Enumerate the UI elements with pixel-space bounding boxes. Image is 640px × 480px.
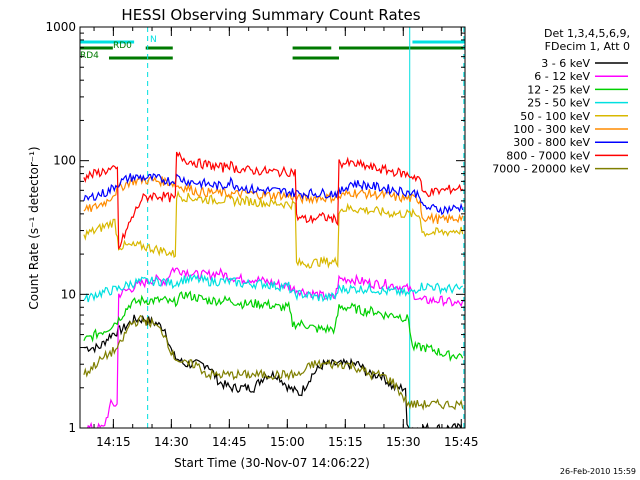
x-axis-label: Start Time (30-Nov-07 14:06:22) — [174, 456, 370, 470]
series-line — [83, 273, 463, 303]
legend-header-line-2: FDecim 1, Att 0 — [545, 40, 630, 53]
x-tick-label: 14:45 — [212, 435, 247, 449]
legend-entry-label: 50 - 100 keV — [520, 110, 590, 123]
legend-header-line-1: Det 1,3,4,5,6,9, — [544, 27, 630, 40]
legend-entry-label: 7000 - 20000 keV — [492, 163, 590, 176]
x-tick-label: 15:15 — [328, 435, 363, 449]
series-line — [83, 314, 464, 411]
flag-label: RD0 — [113, 41, 132, 51]
legend-entry-label: 100 - 300 keV — [513, 123, 590, 136]
series-line — [83, 290, 464, 363]
legend: Det 1,3,4,5,6,9, FDecim 1, Att 0 3 - 6 k… — [492, 27, 630, 176]
x-axis: 14:15 14:30 14:45 15:00 15:15 15:30 15:45 — [93, 27, 479, 449]
y-tick-label: 100 — [53, 154, 76, 168]
y-tick-label: 10 — [61, 287, 76, 301]
x-tick-label: 14:15 — [96, 435, 131, 449]
flag-label: N — [150, 35, 157, 45]
flag-bars: N RD0 RD4 — [80, 35, 465, 61]
series-lines — [83, 151, 464, 428]
legend-entry-label: 800 - 7000 keV — [506, 149, 590, 162]
y-axis: 1 10 100 1000 — [45, 20, 465, 435]
legend-entry-label: 25 - 50 keV — [527, 97, 590, 110]
legend-entry-label: 6 - 12 keV — [534, 70, 590, 83]
series-line — [83, 189, 464, 269]
legend-entry-label: 3 - 6 keV — [541, 57, 590, 70]
chart-title: HESSI Observing Summary Count Rates — [121, 6, 420, 24]
plot-frame — [79, 26, 466, 429]
flag-label: RD4 — [80, 51, 99, 61]
x-tick-label: 14:30 — [154, 435, 189, 449]
series-line — [83, 174, 464, 225]
series-line — [83, 314, 462, 428]
legend-entry-label: 12 - 25 keV — [527, 83, 590, 96]
y-axis-label: Count Rate (s⁻¹ detector⁻¹) — [27, 146, 41, 309]
series-line — [83, 151, 464, 250]
vertical-markers — [147, 27, 465, 428]
footer-date: 26-Feb-2010 15:59 — [560, 467, 636, 476]
x-tick-label: 15:30 — [386, 435, 421, 449]
legend-entry-label: 300 - 800 keV — [513, 136, 590, 149]
x-tick-label: 15:00 — [270, 435, 305, 449]
x-tick-label: 15:45 — [444, 435, 479, 449]
series-line — [83, 173, 464, 216]
y-tick-label: 1000 — [45, 20, 76, 34]
y-tick-label: 1 — [68, 421, 76, 435]
